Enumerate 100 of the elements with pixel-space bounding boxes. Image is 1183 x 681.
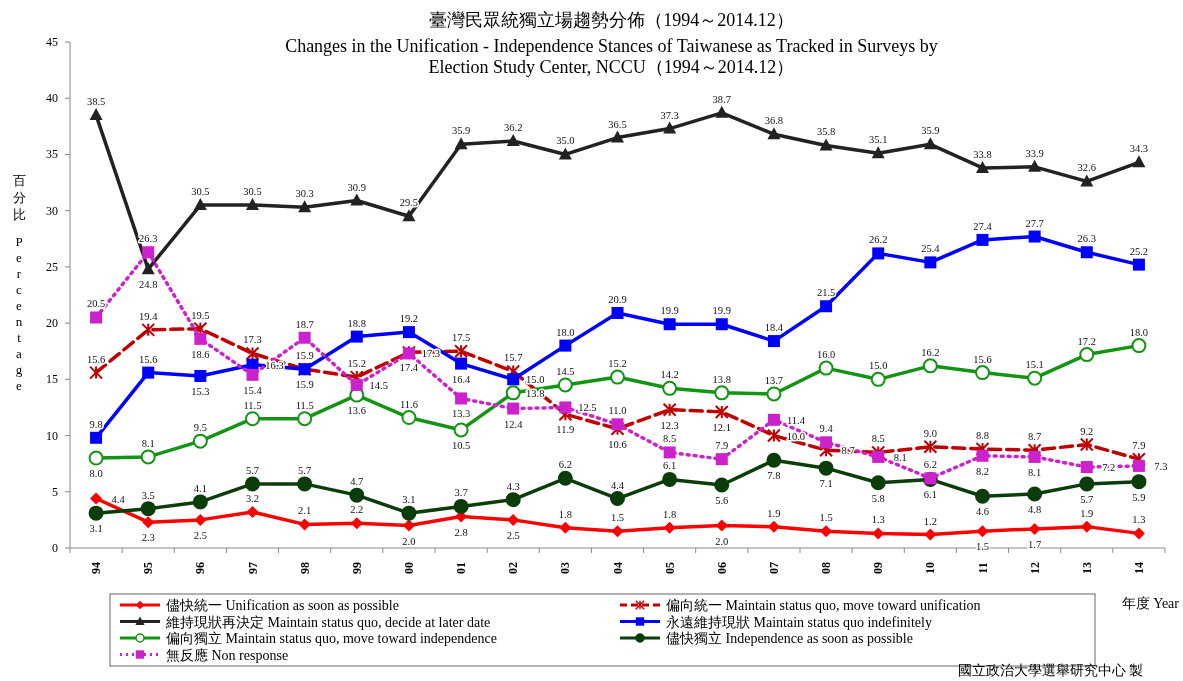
y-tick-label: 15 <box>46 372 58 387</box>
data-label: 26.3 <box>139 233 158 245</box>
data-label: 35.9 <box>451 125 471 137</box>
data-label: 4.4 <box>610 479 625 491</box>
data-label: 14.2 <box>660 369 679 381</box>
legend-label: 偏向獨立 Maintain status quo, move toward independence <box>166 631 497 646</box>
data-label: 12.1 <box>712 421 731 433</box>
data-label: 8.1 <box>141 437 155 449</box>
data-label: 18.8 <box>347 317 366 329</box>
y-tick-label: 0 <box>52 541 58 555</box>
data-label: 36.5 <box>608 118 627 130</box>
data-label: 8.0 <box>89 468 103 480</box>
data-label: 7.9 <box>1132 440 1146 452</box>
x-tick-label: 94 <box>89 562 104 574</box>
data-label: 9.8 <box>89 418 103 430</box>
data-label: 3.5 <box>141 489 155 501</box>
x-tick-label: 02 <box>506 562 521 574</box>
data-label: 6.2 <box>558 459 572 471</box>
data-label: 17.2 <box>1077 335 1096 347</box>
data-label: 13.6 <box>347 405 366 417</box>
x-tick-label: 98 <box>297 562 312 574</box>
x-tick-label: 05 <box>662 562 677 574</box>
legend-label: 永遠維持現狀 Maintain status quo indefinitely <box>666 614 932 630</box>
legend-label: 儘快獨立 Independence as soon as possible <box>666 631 913 646</box>
data-label: 19.5 <box>191 309 210 321</box>
data-label: 26.2 <box>869 234 888 246</box>
data-label: 1.5 <box>819 512 833 524</box>
data-label: 13.7 <box>764 374 784 386</box>
data-label: 1.9 <box>767 507 781 519</box>
data-label: 21.5 <box>816 287 836 299</box>
x-tick-label: 00 <box>401 562 416 574</box>
data-label: 2.1 <box>298 505 312 517</box>
data-label: 35.1 <box>869 134 888 146</box>
data-label: 12.4 <box>504 418 524 430</box>
data-label: 14.5 <box>556 365 575 377</box>
data-label: 2.2 <box>350 504 364 516</box>
data-label: 6.2 <box>923 459 937 471</box>
data-label: 15.7 <box>504 352 523 364</box>
x-tick-label: 04 <box>610 562 625 574</box>
data-label: 5.8 <box>871 492 885 504</box>
data-label: 1.7 <box>1028 538 1042 550</box>
x-tick-label: 06 <box>714 562 729 574</box>
data-label: 30.3 <box>295 188 314 200</box>
legend-label: 偏向統一 Maintain status quo, move toward unification <box>666 598 981 613</box>
data-label: 8.7 <box>841 445 855 457</box>
data-label: 8.8 <box>975 430 990 442</box>
data-label: 19.9 <box>712 305 731 317</box>
data-label: 25.2 <box>1129 245 1149 257</box>
data-label: 15.1 <box>1025 359 1044 371</box>
data-label: 11.4 <box>786 414 806 426</box>
data-label: 8.5 <box>663 433 677 445</box>
data-label: 13.8 <box>712 373 731 385</box>
data-label: 8.1 <box>1028 466 1042 478</box>
data-label: 5.6 <box>715 495 729 507</box>
data-label: 33.8 <box>973 148 992 160</box>
chart-subtitle: Changes in the Unification - Independence Stances of Taiwanese as Tracked in Surveys by Election Study Center, NCCU（1994～2014.12） <box>285 36 938 77</box>
data-label: 2.5 <box>506 529 520 541</box>
x-tick-label: 12 <box>1027 562 1042 574</box>
data-label: 11.5 <box>243 399 262 411</box>
data-label: 15.2 <box>608 358 627 370</box>
data-label: 1.2 <box>923 515 937 527</box>
data-label: 35.9 <box>921 125 940 137</box>
x-tick-label: 09 <box>871 562 886 574</box>
data-label: 2.0 <box>402 535 416 547</box>
data-label: 17.5 <box>451 332 471 344</box>
data-label: 3.2 <box>245 493 260 505</box>
data-label: 19.2 <box>399 313 419 325</box>
text: 百分比 Percentage <box>12 173 26 393</box>
data-label: 37.3 <box>660 109 679 121</box>
data-label: 36.2 <box>504 121 523 133</box>
y-tick-label: 40 <box>46 91 58 106</box>
data-label: 8.5 <box>871 433 885 445</box>
data-label: 35.8 <box>816 126 836 138</box>
data-label: 26.3 <box>1077 233 1096 245</box>
x-tick-label: 95 <box>141 562 156 574</box>
data-label: 2.5 <box>193 529 207 541</box>
data-label: 1.3 <box>1132 514 1146 526</box>
data-label: 18.0 <box>1129 326 1149 338</box>
x-tick-label: 01 <box>454 562 469 574</box>
data-label: 5.7 <box>1080 493 1094 505</box>
data-label: 3.1 <box>89 523 103 535</box>
data-label: 15.9 <box>295 379 314 391</box>
data-label: 18.7 <box>295 318 314 330</box>
legend-label: 無反應 Non response <box>166 647 289 663</box>
data-label: 25.4 <box>921 243 941 255</box>
data-label: 9.4 <box>819 423 834 435</box>
data-label: 20.9 <box>608 293 627 305</box>
x-tick-label: 11 <box>975 562 990 574</box>
data-label: 6.1 <box>663 460 677 472</box>
x-tick-label: 14 <box>1131 562 1146 574</box>
data-label: 6.1 <box>923 489 937 501</box>
data-label: 3.1 <box>402 494 416 506</box>
data-label: 7.3 <box>1154 460 1168 472</box>
data-label: 8.2 <box>975 465 990 477</box>
data-label: 15.6 <box>973 353 992 365</box>
data-label: 9.5 <box>193 422 207 434</box>
data-label: 27.4 <box>973 220 993 232</box>
y-tick-label: 35 <box>46 147 58 162</box>
data-label: 24.8 <box>139 279 158 291</box>
data-label: 30.5 <box>191 186 210 198</box>
